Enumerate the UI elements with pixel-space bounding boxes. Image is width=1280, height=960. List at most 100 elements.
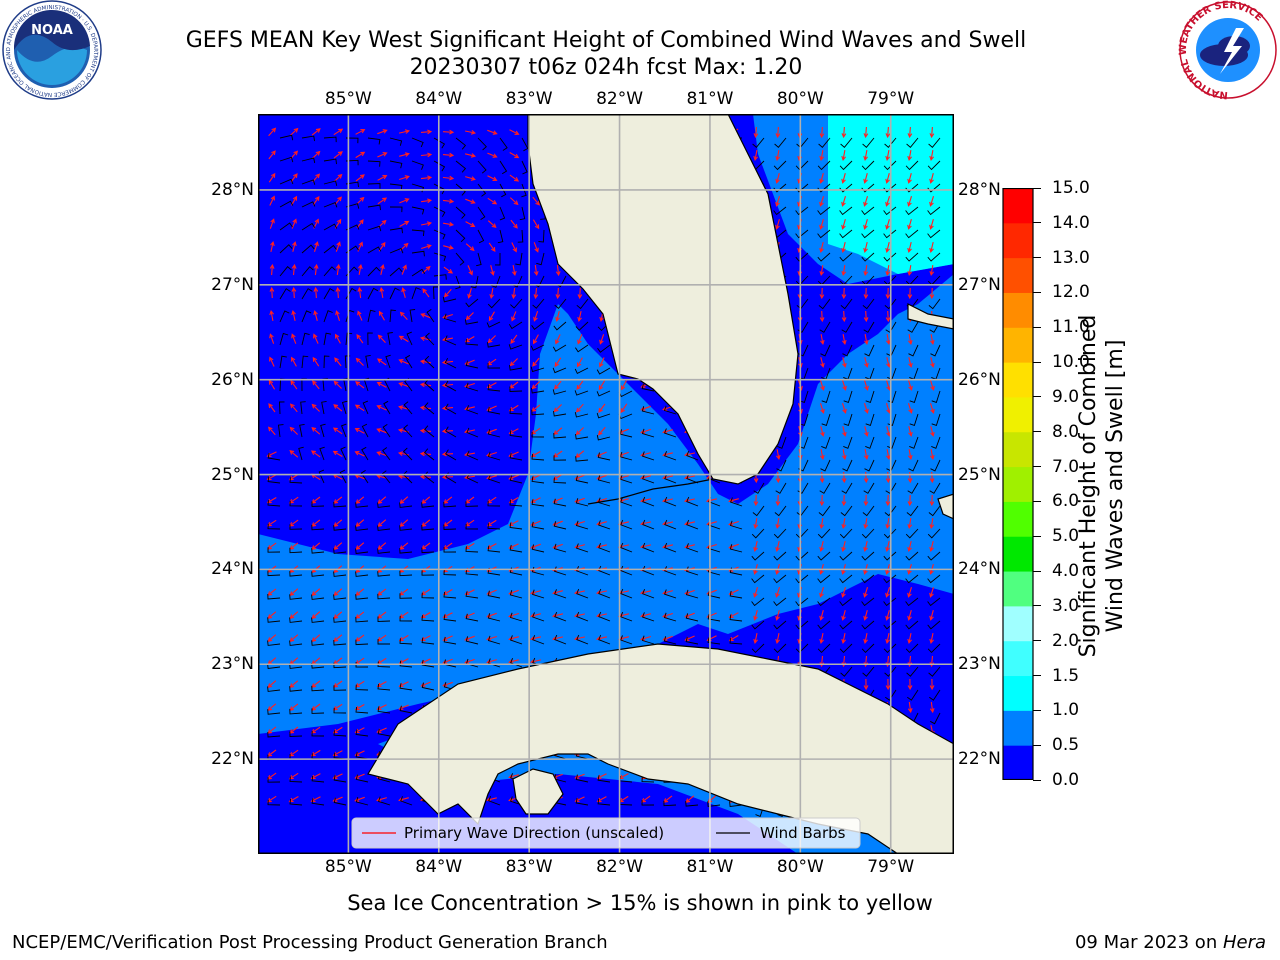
wave-arrow [357, 286, 363, 299]
wind-barb [905, 528, 919, 539]
wave-arrow [533, 334, 539, 345]
wind-barb [751, 643, 765, 654]
wave-arrow [420, 313, 431, 319]
wind-barb [487, 342, 501, 348]
wind-barb [685, 589, 699, 599]
wave-arrow [291, 218, 297, 229]
colorbar-tick-mark [1033, 675, 1041, 677]
wave-arrow [291, 286, 297, 299]
legend-wave-label: Primary Wave Direction (unscaled) [404, 824, 664, 842]
wave-arrow [511, 265, 517, 277]
wind-barb [477, 206, 486, 220]
colorbar [1002, 188, 1034, 780]
wave-arrow [841, 196, 847, 207]
wind-barb [596, 434, 611, 441]
wave-arrow [333, 151, 343, 159]
wave-arrow [907, 241, 912, 254]
wind-barb [773, 574, 787, 584]
wind-barb [532, 298, 545, 309]
wind-barb [841, 321, 853, 333]
wind-barb [320, 423, 326, 438]
wind-barb [773, 551, 787, 561]
wave-arrow [841, 241, 846, 254]
wind-barb [927, 160, 941, 171]
lat-tick-right: 27°N [958, 274, 1001, 295]
wave-arrow [442, 175, 455, 181]
wind-barb [883, 206, 897, 216]
lat-tick-left: 26°N [211, 369, 254, 390]
wave-arrow [291, 333, 297, 344]
wave-arrow [841, 494, 847, 507]
wind-barb [574, 390, 589, 396]
map-panel: Primary Wave Direction (unscaled) Wind B… [258, 114, 954, 854]
wave-arrow [511, 311, 517, 322]
wave-arrow [775, 150, 781, 162]
wind-barb [820, 459, 831, 472]
colorbar-tick-mark [1033, 605, 1041, 607]
wind-barb [421, 592, 435, 599]
wind-barb [905, 252, 919, 262]
wave-arrow [311, 611, 321, 620]
wave-arrow [819, 403, 825, 414]
wind-barb [477, 183, 487, 197]
wave-arrow [313, 263, 319, 276]
wind-barb [424, 425, 435, 438]
wave-arrow [508, 497, 519, 504]
wave-arrow [753, 126, 759, 139]
wind-barb [289, 617, 303, 623]
wind-barb [443, 569, 457, 576]
colorbar-tick-label: 3.0 [1052, 595, 1080, 616]
wave-arrow [269, 195, 275, 206]
wind-barb [267, 709, 281, 715]
wave-arrow [291, 356, 297, 367]
wind-barb [289, 524, 303, 530]
wave-arrow [775, 126, 781, 139]
wind-barb [279, 134, 294, 141]
wind-barb [433, 229, 446, 240]
wave-arrow [929, 632, 935, 645]
wind-barb [399, 548, 413, 554]
wind-barb [355, 571, 369, 577]
wave-arrow [533, 265, 539, 277]
wave-arrow [376, 405, 387, 411]
wind-barb [641, 776, 655, 783]
wind-barb [465, 591, 479, 599]
wind-barb [517, 229, 524, 243]
wave-arrow [464, 153, 477, 158]
wind-barb [552, 367, 567, 374]
wave-arrow [775, 494, 781, 507]
wave-arrow [863, 310, 869, 323]
colorbar-tick-mark [1033, 500, 1041, 502]
wave-arrow [490, 265, 495, 276]
wave-arrow [819, 219, 824, 230]
wave-arrow [532, 357, 540, 367]
wave-arrow [597, 426, 606, 436]
wave-arrow [885, 471, 891, 484]
wind-barb [389, 267, 403, 277]
wave-arrow [377, 496, 387, 505]
wind-barb [664, 589, 677, 599]
wind-barb [455, 137, 467, 150]
wind-barb [620, 588, 633, 599]
wave-arrow [819, 518, 825, 530]
wind-barb [519, 206, 526, 221]
wave-arrow [355, 151, 366, 159]
wave-arrow [422, 288, 430, 298]
wave-arrow [377, 519, 387, 528]
wind-barb [729, 520, 743, 530]
wind-barb [885, 321, 897, 333]
wind-barb [491, 275, 501, 288]
wind-barb [377, 683, 391, 691]
wind-barb [510, 298, 523, 309]
wind-barb [729, 544, 743, 553]
wind-barb [289, 500, 303, 507]
wind-barb [929, 712, 941, 725]
wave-arrow [465, 312, 474, 321]
wind-barb [289, 571, 303, 577]
wind-barb [298, 446, 304, 461]
wave-arrow [334, 173, 343, 182]
wind-barb [928, 666, 941, 677]
wave-arrow [753, 610, 758, 621]
wind-barb [930, 459, 941, 472]
wind-barb [531, 388, 545, 394]
